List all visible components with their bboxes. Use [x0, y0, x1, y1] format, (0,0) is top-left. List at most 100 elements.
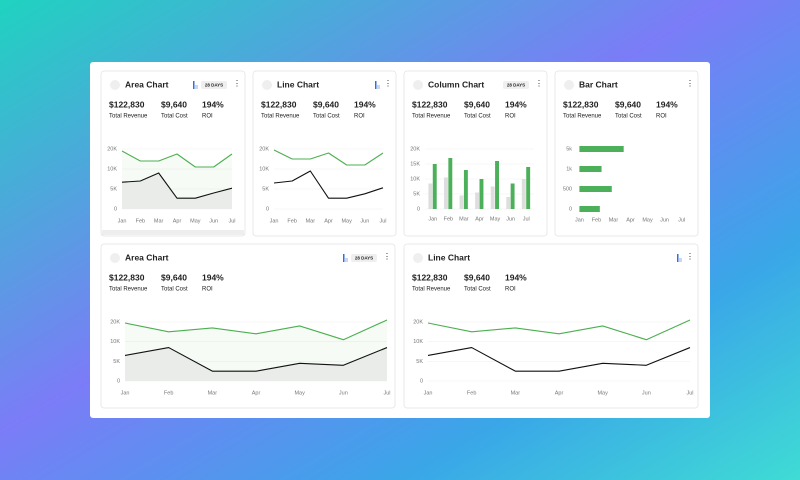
stat-label: Total Revenue	[261, 114, 300, 120]
x-tick-label: Apr	[324, 218, 333, 224]
x-tick-label: Jul	[383, 390, 390, 396]
stat-value: $9,640	[615, 99, 641, 109]
menu-button[interactable]: ⋮	[383, 252, 391, 261]
x-tick-label: Jul	[228, 218, 235, 224]
menu-button[interactable]: ⋮	[535, 79, 543, 88]
card-icon	[564, 80, 574, 90]
line	[124, 319, 388, 341]
stat-label: Total Revenue	[109, 114, 148, 120]
y-tick-label: 5k	[566, 146, 572, 152]
y-tick-label: 5K	[262, 186, 269, 192]
card-title: Column Chart	[428, 79, 484, 89]
menu-button[interactable]: ⋮	[686, 79, 694, 88]
card	[100, 243, 396, 409]
stat-label: Total Revenue	[563, 114, 602, 120]
column	[506, 197, 511, 209]
column	[443, 177, 448, 209]
y-tick-label: 5K	[110, 186, 117, 192]
x-tick-label: Jul	[379, 218, 386, 224]
line	[273, 149, 384, 166]
menu-button[interactable]: ⋮	[233, 79, 241, 88]
stat-value: 194%	[505, 272, 527, 282]
card	[403, 70, 548, 237]
x-tick-label: May	[294, 390, 305, 396]
stat-label: ROI	[656, 114, 667, 120]
column	[428, 183, 433, 209]
y-tick-label: 0	[569, 206, 572, 212]
badge	[503, 81, 529, 89]
stat-value: $9,640	[464, 99, 490, 109]
badge-text: 28 DAYS	[355, 255, 373, 260]
x-tick-label: May	[490, 216, 501, 222]
x-tick-label: Jan	[428, 216, 437, 222]
y-tick-label: 0	[417, 206, 420, 212]
x-tick-label: Feb	[164, 390, 173, 396]
x-tick-label: Apr	[252, 390, 261, 396]
stat-label: Total Cost	[464, 287, 491, 293]
stat-label: Total Cost	[615, 114, 642, 120]
x-tick-label: Feb	[444, 216, 453, 222]
x-tick-label: May	[190, 218, 201, 224]
stat-label: ROI	[505, 114, 516, 120]
line	[121, 150, 233, 168]
x-tick-label: Jun	[209, 218, 218, 224]
card-title: Area Chart	[125, 252, 169, 262]
x-tick-label: Jun	[506, 216, 515, 222]
stat-value: 194%	[202, 99, 224, 109]
y-tick-label: 10K	[413, 339, 423, 345]
card-title: Line Chart	[428, 252, 470, 262]
card-icon	[110, 80, 120, 90]
x-tick-label: Mar	[609, 217, 619, 223]
x-tick-label: Jun	[339, 390, 348, 396]
stat-label: Total Cost	[161, 114, 188, 120]
x-tick-label: Mar	[511, 390, 521, 396]
resize-bar[interactable]	[102, 230, 244, 235]
card-icon	[110, 253, 120, 263]
x-tick-label: May	[597, 390, 608, 396]
x-tick-label: Mar	[306, 218, 316, 224]
x-tick-label: Mar	[208, 390, 218, 396]
x-tick-label: Mar	[459, 216, 469, 222]
y-tick-label: 20K	[259, 146, 269, 152]
x-tick-label: Jan	[424, 390, 433, 396]
column	[521, 179, 526, 209]
card	[252, 70, 397, 237]
stat-label: Total Revenue	[412, 114, 451, 120]
line	[427, 319, 691, 341]
x-tick-label: May	[341, 218, 352, 224]
stat-value: 194%	[354, 99, 376, 109]
x-tick-label: Jan	[121, 390, 130, 396]
x-tick-label: Apr	[626, 217, 635, 223]
line	[427, 347, 691, 372]
badge	[351, 254, 377, 262]
stat-value: $122,830	[412, 272, 448, 282]
menu-button[interactable]: ⋮	[384, 79, 392, 88]
column	[479, 179, 484, 209]
y-tick-label: 10K	[110, 339, 120, 345]
legend-icon	[677, 254, 679, 262]
bar	[579, 146, 624, 152]
y-tick-label: 15K	[410, 161, 420, 167]
badge-text: 28 DAYS	[205, 82, 223, 87]
stat-value: $9,640	[161, 272, 187, 282]
bar	[579, 206, 600, 212]
stat-value: $122,830	[412, 99, 448, 109]
y-tick-label: 10K	[259, 166, 269, 172]
card-title: Line Chart	[277, 79, 319, 89]
card-title: Bar Chart	[579, 79, 618, 89]
y-tick-label: 20K	[413, 319, 423, 325]
x-tick-label: Feb	[467, 390, 476, 396]
stat-value: $9,640	[464, 272, 490, 282]
x-tick-label: Jul	[523, 216, 530, 222]
badge-text: 28 DAYS	[507, 82, 525, 87]
y-tick-label: 20K	[110, 319, 120, 325]
legend-icon	[375, 81, 377, 89]
stat-value: 194%	[505, 99, 527, 109]
x-tick-label: Feb	[592, 217, 601, 223]
stat-value: $122,830	[109, 272, 145, 282]
card-icon	[413, 80, 423, 90]
x-tick-label: Jan	[575, 217, 584, 223]
column	[463, 170, 468, 209]
menu-button[interactable]: ⋮	[686, 252, 694, 261]
